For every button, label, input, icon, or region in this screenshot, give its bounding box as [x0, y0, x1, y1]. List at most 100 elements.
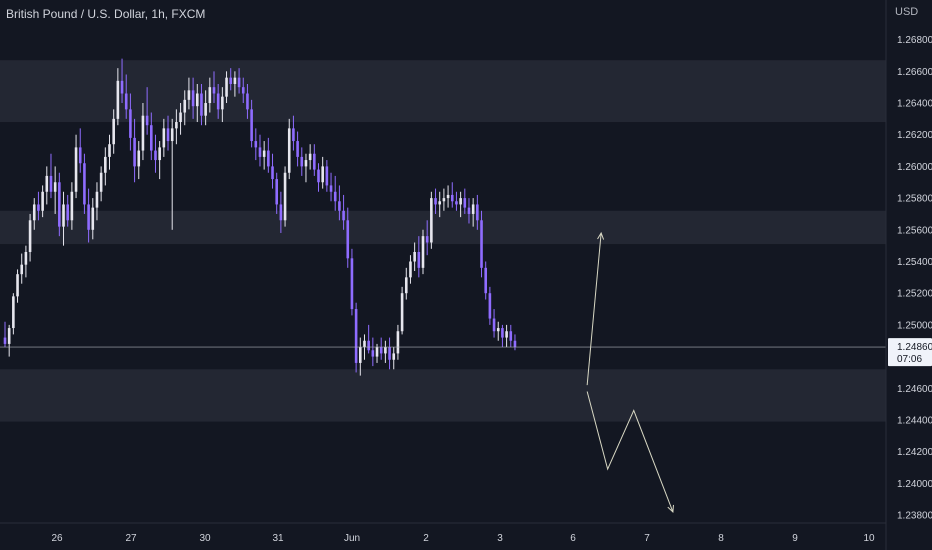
candle — [233, 71, 237, 97]
candle — [250, 99, 253, 148]
candle — [509, 324, 513, 348]
candle-body — [166, 128, 170, 142]
up-arrow-line[interactable] — [586, 232, 602, 386]
time-tick-label: 6 — [570, 533, 576, 544]
candle-body — [175, 122, 178, 129]
time-tick-label: 2 — [423, 533, 429, 544]
candle-body — [459, 198, 462, 205]
candle — [124, 74, 128, 119]
candle-body — [250, 109, 253, 142]
candle-body — [158, 147, 161, 161]
candle-body — [91, 207, 95, 230]
candle-body — [450, 194, 454, 202]
price-tick-label: 1.25200 — [897, 289, 932, 300]
candle — [275, 172, 278, 214]
candle — [91, 198, 95, 240]
candle-body — [53, 182, 57, 192]
time-tick-label: 7 — [644, 533, 650, 544]
candle — [404, 267, 408, 300]
candle-body — [442, 198, 446, 202]
candle-body — [484, 267, 487, 294]
candle — [262, 141, 266, 170]
candle — [83, 153, 86, 214]
candle — [74, 134, 78, 199]
candle-body — [342, 210, 345, 221]
candle-body — [400, 293, 404, 332]
candle-body — [367, 340, 370, 351]
candle-body — [438, 201, 442, 205]
candle — [204, 90, 207, 126]
time-tick-label: Jun — [344, 533, 360, 544]
candle-body — [3, 337, 7, 344]
price-tick-label: 1.24000 — [897, 479, 932, 490]
candle — [359, 337, 362, 376]
price-tick-label: 1.26600 — [897, 67, 932, 78]
candle — [480, 210, 483, 278]
candle — [154, 134, 157, 173]
candle-body — [129, 109, 132, 138]
candle-body — [62, 204, 65, 227]
candle-body — [32, 204, 36, 221]
candle-body — [120, 80, 124, 94]
candle-body — [338, 201, 341, 211]
candle-body — [505, 331, 508, 338]
candle-body — [317, 169, 320, 183]
candle-body — [204, 103, 207, 116]
candle-body — [258, 147, 262, 157]
time-tick-label: 27 — [125, 533, 137, 544]
candle — [430, 191, 433, 249]
candle — [133, 118, 136, 183]
candle — [141, 103, 145, 161]
candle — [379, 337, 383, 360]
candle — [62, 191, 65, 246]
candle — [392, 347, 396, 370]
price-axis[interactable]: 1.26800 1.26600 1.26400 1.26200 1.26000 1.258… — [897, 35, 932, 521]
candle — [12, 293, 15, 335]
candle-body — [233, 77, 237, 84]
candle — [434, 188, 437, 214]
candle — [267, 137, 270, 173]
candle — [95, 182, 99, 221]
time-tick-label: 3 — [497, 533, 503, 544]
candle — [45, 166, 49, 205]
candle — [446, 185, 450, 208]
candle-body — [12, 296, 15, 329]
candle-body — [292, 128, 295, 142]
candle-body — [262, 150, 266, 157]
time-axis[interactable]: 26 27 30 31 Jun 2 3 6 7 8 9 10 — [51, 533, 875, 544]
candle-body — [7, 328, 11, 344]
candle-body — [229, 77, 233, 84]
candle-body — [404, 277, 408, 294]
price-tick-label: 1.24600 — [897, 384, 932, 395]
zigzag-arrow-head — [667, 504, 674, 513]
up-arrow-head — [597, 231, 605, 240]
drawings-layer[interactable] — [586, 231, 674, 513]
candle — [296, 131, 299, 167]
candle — [488, 286, 492, 325]
price-tick-label: 1.24400 — [897, 415, 932, 426]
candle — [225, 71, 228, 104]
price-tick-label: 1.25600 — [897, 225, 932, 236]
candle — [170, 118, 174, 230]
candle — [317, 163, 320, 192]
candle — [455, 191, 458, 211]
price-tick-label: 1.26400 — [897, 99, 932, 110]
candle-body — [333, 191, 337, 202]
candle — [338, 185, 341, 221]
candle — [459, 191, 462, 218]
candle-body — [354, 309, 358, 363]
candle — [195, 83, 199, 123]
zigzag-path[interactable] — [586, 391, 674, 513]
candle-body — [359, 347, 362, 363]
candle-body — [41, 191, 44, 211]
candle-body — [66, 204, 69, 221]
candle-body — [492, 318, 496, 332]
price-tick-label: 1.26000 — [897, 162, 932, 173]
candle-body — [287, 128, 291, 173]
candle-body — [162, 128, 166, 148]
candle-body — [417, 251, 421, 268]
candle-body — [187, 90, 191, 100]
candle — [371, 337, 375, 367]
